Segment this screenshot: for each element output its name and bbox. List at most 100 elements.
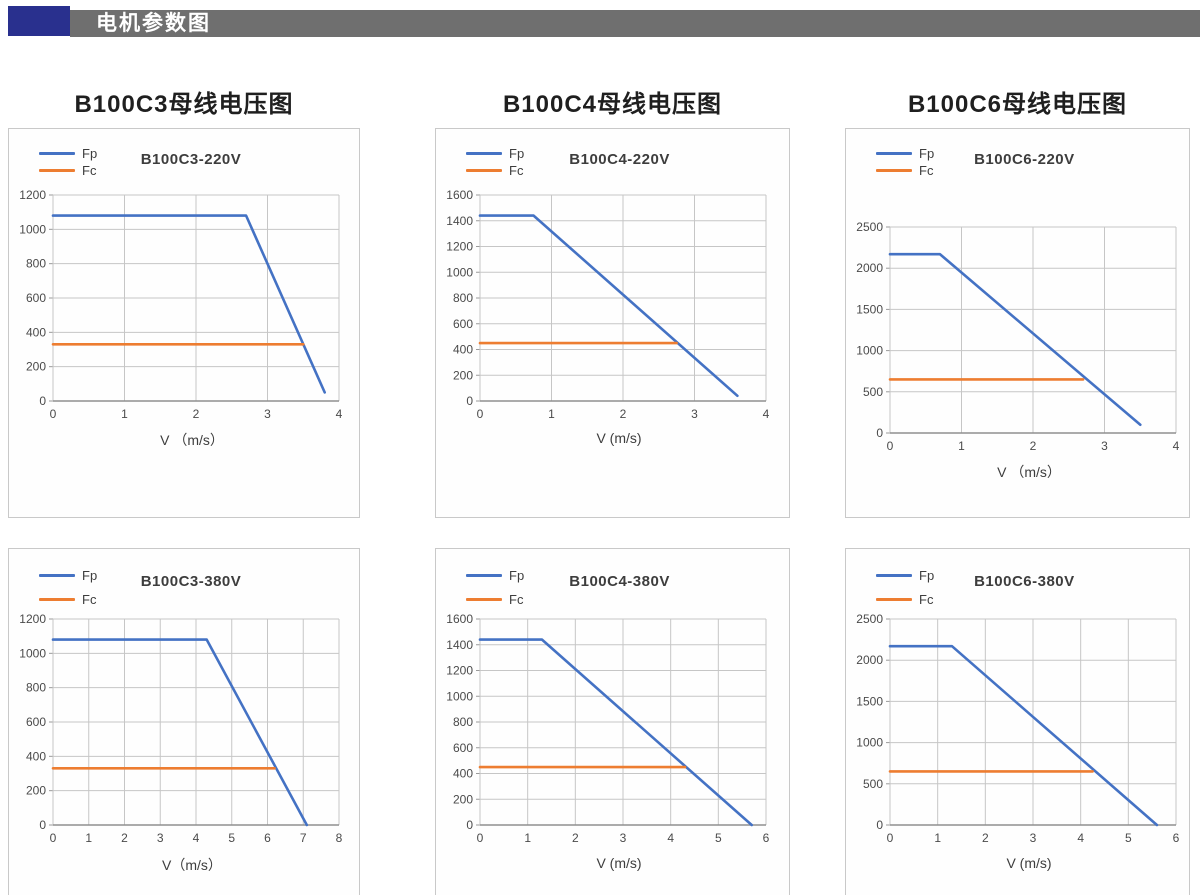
svg-text:2500: 2500 xyxy=(856,220,883,234)
fc-line-swatch xyxy=(466,169,502,172)
svg-text:0: 0 xyxy=(39,818,46,832)
column-heading-b100c4: B100C4母线电压图 xyxy=(502,91,723,118)
svg-text:600: 600 xyxy=(26,291,46,305)
svg-text:1600: 1600 xyxy=(446,612,473,626)
fp-line-swatch xyxy=(39,152,75,155)
svg-text:3: 3 xyxy=(691,407,698,421)
chart-panel-b100c4-220v: Fp Fc B100C4-220V 0 200 400 600 800 1000 1200 1… xyxy=(435,128,790,518)
svg-text:600: 600 xyxy=(26,715,46,729)
x-axis-label: V (m/s) xyxy=(596,855,642,871)
legend-entry-fc: Fc xyxy=(876,587,934,611)
chart-panel-b100c6-380v: Fp Fc B100C6-380V 0 500 1000 1500 2000 2500 0 1… xyxy=(845,548,1190,895)
svg-text:6: 6 xyxy=(763,831,770,845)
svg-text:3: 3 xyxy=(264,407,271,421)
fc-line-swatch xyxy=(876,169,912,172)
legend-entry-fc: Fc xyxy=(466,162,524,179)
svg-text:1: 1 xyxy=(121,407,128,421)
line-chart: 0 200 400 600 800 1000 1200 0 1 2 3 4 5 6 7 8 xyxy=(19,612,342,845)
header-accent-block xyxy=(8,6,70,36)
svg-text:200: 200 xyxy=(453,792,473,806)
svg-text:4: 4 xyxy=(763,407,770,421)
svg-text:2500: 2500 xyxy=(856,612,883,626)
fp-line-swatch xyxy=(876,152,912,155)
page-title: 电机参数图 xyxy=(70,10,1200,37)
chart-title: B100C6-220V xyxy=(974,151,1075,168)
svg-text:3: 3 xyxy=(620,831,627,845)
line-chart: 0 200 400 600 800 1000 1200 1400 1600 0 1 2 3 4 5 6 xyxy=(446,612,770,845)
legend: Fp Fc xyxy=(39,145,97,179)
legend-label-fp: Fp xyxy=(509,146,525,161)
svg-text:2: 2 xyxy=(620,407,627,421)
svg-text:0: 0 xyxy=(876,426,883,440)
svg-text:3: 3 xyxy=(1101,439,1108,453)
svg-text:1: 1 xyxy=(958,439,965,453)
svg-text:2: 2 xyxy=(572,831,579,845)
chart-title: B100C3-380V xyxy=(140,573,242,590)
chart-panel-b100c3-220v: Fp Fc B100C3-220V 0 200 400 600 800 1000 1200 0… xyxy=(8,128,360,518)
svg-text:7: 7 xyxy=(300,831,307,845)
svg-text:6: 6 xyxy=(264,831,271,845)
legend-entry-fp: Fp xyxy=(466,563,524,587)
svg-text:5: 5 xyxy=(1125,831,1132,845)
legend-label-fc: Fc xyxy=(509,591,524,607)
chart-title: B100C3-220V xyxy=(140,151,242,168)
chart-title: B100C4-380V xyxy=(569,573,670,590)
svg-text:400: 400 xyxy=(453,343,473,357)
svg-text:0: 0 xyxy=(876,818,883,832)
svg-text:1: 1 xyxy=(524,831,531,845)
svg-text:0: 0 xyxy=(477,407,484,421)
legend-label-fc: Fc xyxy=(82,591,97,607)
svg-text:400: 400 xyxy=(453,767,473,781)
chart-title: B100C6-380V xyxy=(974,573,1075,590)
fc-line-swatch xyxy=(466,597,502,601)
svg-text:0: 0 xyxy=(477,831,484,845)
svg-text:1: 1 xyxy=(934,831,941,845)
legend-label-fc: Fc xyxy=(509,163,524,178)
svg-text:2: 2 xyxy=(1030,439,1037,453)
fc-line-swatch xyxy=(39,597,75,601)
legend-entry-fc: Fc xyxy=(39,587,97,611)
svg-text:0: 0 xyxy=(466,818,473,832)
legend-entry-fp: Fp xyxy=(39,145,97,162)
chart-panel-b100c6-220v: Fp Fc B100C6-220V 0 500 1000 1500 2000 2500 0 1… xyxy=(845,128,1190,518)
legend: Fp Fc xyxy=(876,563,934,611)
legend-entry-fp: Fp xyxy=(876,145,934,162)
svg-text:1200: 1200 xyxy=(446,664,473,678)
svg-text:1: 1 xyxy=(548,407,555,421)
legend: Fp Fc xyxy=(39,563,97,611)
x-axis-label: V（m/s） xyxy=(162,857,222,873)
svg-text:1000: 1000 xyxy=(446,265,473,279)
column-heading-b100c6: B100C6母线电压图 xyxy=(907,91,1128,118)
svg-text:2: 2 xyxy=(982,831,989,845)
legend: Fp Fc xyxy=(876,145,934,179)
svg-text:800: 800 xyxy=(26,681,46,695)
line-chart: 0 500 1000 1500 2000 2500 0 1 2 3 4 xyxy=(856,220,1180,453)
legend-label-fp: Fp xyxy=(919,146,935,161)
x-axis-label: V (m/s) xyxy=(1006,855,1052,871)
svg-text:1000: 1000 xyxy=(856,344,883,358)
x-axis-label: V （m/s） xyxy=(997,464,1061,480)
svg-text:4: 4 xyxy=(1173,439,1180,453)
svg-text:1000: 1000 xyxy=(446,689,473,703)
legend-label-fc: Fc xyxy=(919,163,934,178)
svg-text:0: 0 xyxy=(887,831,894,845)
svg-text:4: 4 xyxy=(667,831,674,845)
svg-text:1400: 1400 xyxy=(446,214,473,228)
svg-text:600: 600 xyxy=(453,317,473,331)
svg-text:2: 2 xyxy=(193,407,200,421)
svg-text:0: 0 xyxy=(50,407,57,421)
fp-line-swatch xyxy=(39,573,75,577)
chart-panel-b100c3-380v: Fp Fc B100C3-380V 0 200 400 600 800 1000 1200 0… xyxy=(8,548,360,895)
svg-text:500: 500 xyxy=(863,385,883,399)
svg-text:5: 5 xyxy=(715,831,722,845)
svg-text:0: 0 xyxy=(466,394,473,408)
fc-line-swatch xyxy=(876,597,912,601)
svg-text:4: 4 xyxy=(336,407,343,421)
legend: Fp Fc xyxy=(466,563,524,611)
svg-text:1: 1 xyxy=(85,831,92,845)
legend-label-fc: Fc xyxy=(82,163,97,178)
svg-text:0: 0 xyxy=(887,439,894,453)
svg-text:1000: 1000 xyxy=(19,222,46,236)
x-axis-label: V (m/s) xyxy=(596,430,642,446)
svg-text:1200: 1200 xyxy=(446,240,473,254)
